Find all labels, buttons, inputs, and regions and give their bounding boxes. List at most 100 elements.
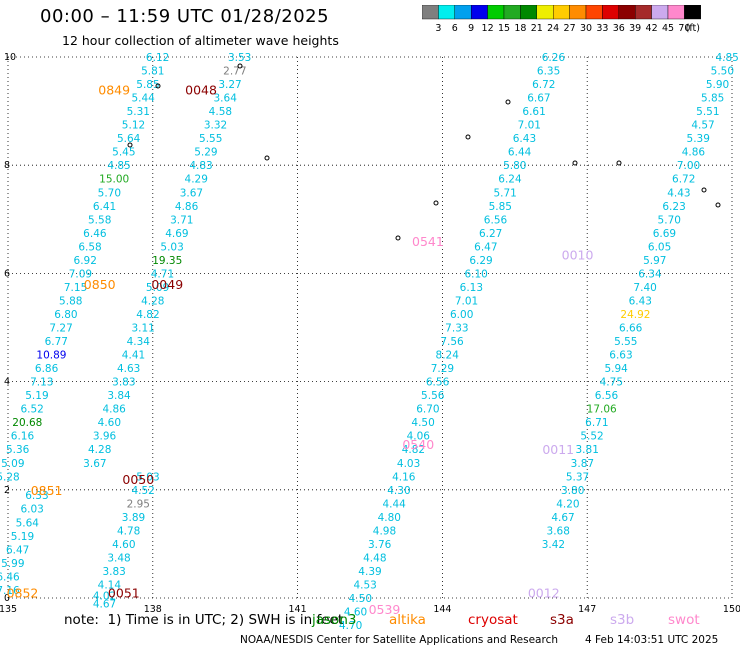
- wave-height-label: 5.58: [88, 214, 111, 226]
- wave-height-label: 6.52: [20, 404, 43, 416]
- colorbar-tick-label: 45: [662, 23, 674, 34]
- wave-height-label: 5.64: [16, 517, 40, 529]
- colorbar-tick-label: 70: [678, 23, 690, 34]
- wave-height-label: 5.44: [131, 93, 155, 105]
- pass-time-label: 0012: [528, 586, 560, 601]
- wave-height-label: 7.27: [49, 323, 72, 335]
- wave-height-label: 5.09: [1, 458, 24, 470]
- wave-height-label: 7.01: [518, 120, 541, 132]
- wave-height-label: 7.33: [445, 323, 468, 335]
- wave-height-label: 19.35: [152, 255, 182, 267]
- satellite-legend-jason3: jason3: [312, 612, 357, 628]
- wave-height-label: 4.67: [551, 512, 574, 524]
- satellite-legend-s3a: s3a: [550, 612, 574, 628]
- wave-height-label: 4.29: [185, 174, 208, 186]
- wave-height-label: 3.68: [547, 525, 570, 537]
- wave-height-label: 6.35: [537, 66, 560, 78]
- island-outline: [616, 160, 622, 166]
- wave-height-label: 6.61: [522, 106, 545, 118]
- wave-height-label: 2.95: [127, 498, 150, 510]
- wave-height-label: 5.03: [136, 471, 159, 483]
- wave-height-label: 6.46: [83, 228, 107, 240]
- wave-height-label: 6.72: [532, 79, 555, 91]
- footer-generated-time: 4 Feb 14:03:51 UTC 2025: [585, 634, 719, 646]
- x-tick-label: 150: [723, 604, 740, 615]
- pass-time-label: 0051: [108, 586, 140, 601]
- colorbar-tick-label: 42: [646, 23, 658, 34]
- island-outline: [572, 160, 578, 166]
- colorbar-legend: 3 6 9 12 15 18 21 24 27 30 33 36 39 42 45 70(ft): [422, 5, 701, 34]
- wave-height-label: 6.05: [648, 241, 671, 253]
- colorbar-tick-label: 15: [498, 23, 510, 34]
- wave-height-label: 4.69: [165, 228, 188, 240]
- wave-height-label: 6.67: [527, 93, 550, 105]
- wave-height-label: 3.96: [93, 431, 117, 443]
- wave-height-label: 5.70: [98, 187, 121, 199]
- wave-height-label: 5.85: [489, 201, 512, 213]
- satellite-legend-cryosat: cryosat: [468, 612, 518, 628]
- wave-height-label: 3.81: [576, 444, 599, 456]
- wave-height-label: 7.29: [431, 363, 454, 375]
- wave-height-label: 3.42: [542, 539, 565, 551]
- wave-height-label: 3.64: [214, 93, 238, 105]
- wave-height-label: 6.69: [653, 228, 676, 240]
- wave-height-label: 4.16: [392, 471, 416, 483]
- wave-height-label: 5.97: [643, 255, 666, 267]
- wave-height-label: 7.16: [0, 585, 20, 597]
- wave-height-label: 4.60: [98, 417, 121, 429]
- wave-height-label: 4.20: [556, 498, 579, 510]
- colorbar-tick-label: 9: [468, 23, 474, 34]
- wave-height-label: 4.57: [691, 120, 714, 132]
- wave-height-label: 4.86: [175, 201, 199, 213]
- wave-height-label: 4.98: [373, 525, 396, 537]
- wave-height-label: 5.12: [122, 120, 145, 132]
- wave-height-label: 4.28: [88, 444, 111, 456]
- x-tick-label: 144: [433, 604, 451, 615]
- wave-height-label: 4.60: [112, 539, 135, 551]
- pass-time-label: 0539: [369, 602, 401, 617]
- colorbar-tick-label: 30: [580, 23, 592, 34]
- y-tick-label: 6: [4, 268, 10, 279]
- wave-height-label: 3.87: [571, 458, 594, 470]
- wave-height-label: 4.41: [122, 350, 145, 362]
- x-tick-label: 141: [289, 604, 307, 615]
- wave-height-label: 6.56: [595, 390, 619, 402]
- wave-height-label: 6.03: [20, 504, 43, 516]
- wave-height-label: 4.50: [349, 593, 372, 605]
- wave-height-label: 5.50: [711, 66, 734, 78]
- colorbar-tick-label: 3: [435, 23, 441, 34]
- wave-height-label: 4.02: [93, 590, 116, 602]
- wave-height-label: 3.76: [368, 539, 392, 551]
- wave-height-label: 4.50: [411, 417, 434, 429]
- wave-height-label: 7.56: [440, 336, 464, 348]
- wave-height-label: 7.13: [30, 377, 53, 389]
- wave-height-label: 5.81: [141, 66, 164, 78]
- wave-height-label: 4.86: [682, 147, 706, 159]
- wave-height-label: 4.82: [136, 309, 159, 321]
- island-outline: [237, 63, 243, 69]
- wave-height-label: 6.47: [6, 544, 29, 556]
- pass-time-label: 0541: [412, 234, 444, 249]
- wave-height-label: 15.00: [99, 174, 129, 186]
- wave-height-label: 4.28: [141, 295, 164, 307]
- island-outline: [155, 83, 161, 89]
- wave-height-label: 5.56: [421, 390, 445, 402]
- wave-height-label: 3.84: [107, 390, 131, 402]
- satellite-legend-swot: swot: [668, 612, 700, 628]
- colorbar-tick-label: 39: [629, 23, 641, 34]
- wave-height-label: 5.80: [503, 160, 526, 172]
- wave-height-label: 6.92: [74, 255, 97, 267]
- pass-time-label: 0851: [31, 483, 63, 498]
- wave-height-label: 4.75: [600, 377, 623, 389]
- wave-height-label: 6.29: [469, 255, 492, 267]
- wave-height-label: 5.29: [194, 147, 217, 159]
- wave-height-label: 3.89: [122, 512, 145, 524]
- wave-height-label: 5.03: [160, 241, 183, 253]
- wave-height-label: 3.53: [228, 52, 251, 64]
- island-outline: [505, 99, 511, 105]
- island-outline: [701, 187, 707, 193]
- satellite-legend-altika: altika: [389, 612, 426, 628]
- colorbar-tick-label: 36: [613, 23, 625, 34]
- wave-height-label: 4.43: [667, 187, 690, 199]
- wave-height-label: 7.09: [69, 268, 92, 280]
